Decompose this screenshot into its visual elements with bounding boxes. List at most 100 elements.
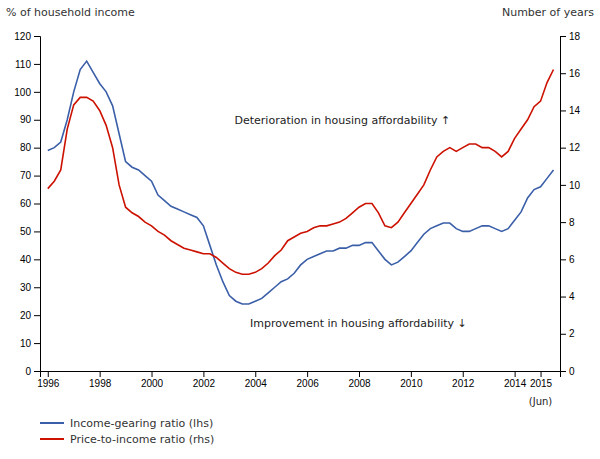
y-axis-tick-mark	[34, 120, 40, 121]
y2-axis-tick-mark	[560, 259, 566, 260]
chart: 1996199820002002200420062008201020122014…	[0, 0, 600, 459]
y-axis-tick: 70	[20, 170, 40, 181]
x-axis-tick: 2000	[141, 371, 164, 389]
x-axis-tick-mark	[255, 371, 256, 377]
y2-axis-tick-mark	[560, 371, 566, 372]
x-axis-tick: 2002	[193, 371, 216, 389]
legend-item: Income-gearing ratio (lhs)	[40, 417, 213, 430]
y2-axis-tick: 14	[560, 105, 581, 116]
x-axis-tick: 2008	[348, 371, 371, 389]
y2-axis-tick-mark	[560, 334, 566, 335]
y2-axis-line	[561, 37, 567, 372]
y2-axis-tick-mark	[560, 185, 566, 186]
y2-axis-tick-mark	[560, 36, 566, 37]
y-axis-tick-label: 90	[20, 114, 32, 125]
y2-axis-tick-label: 0	[569, 366, 575, 377]
x-axis-tick: 1996	[37, 371, 60, 389]
y-axis-tick-label: 40	[20, 254, 32, 265]
x-axis-tick-label: 2015	[530, 378, 553, 389]
x-axis-tick-mark	[203, 371, 204, 377]
y-axis-tick-mark	[34, 36, 40, 37]
y-axis-tick: 100	[14, 87, 40, 98]
y-axis-tick-mark	[34, 92, 40, 93]
y2-axis-tick-label: 6	[569, 254, 575, 265]
y2-axis-title: Number of years	[502, 6, 594, 19]
y-axis-tick: 40	[20, 254, 40, 265]
x-axis-line	[41, 372, 561, 378]
x-axis-tick-mark	[48, 371, 49, 377]
y-axis-tick-mark	[34, 176, 40, 177]
y2-axis-tick: 6	[560, 254, 575, 265]
y2-axis-tick-label: 10	[569, 180, 581, 191]
y-axis-tick-label: 60	[20, 198, 32, 209]
y2-axis-tick-mark	[560, 222, 566, 223]
series-line	[48, 70, 554, 275]
y2-axis-tick-label: 8	[569, 217, 575, 228]
y2-axis-tick: 16	[560, 68, 581, 79]
y-axis-tick: 120	[14, 31, 40, 42]
y2-axis-tick-label: 16	[569, 68, 581, 79]
y2-axis-tick-label: 18	[569, 31, 581, 42]
y-axis-tick-mark	[34, 64, 40, 65]
plot: 1996199820002002200420062008201020122014…	[14, 31, 580, 446]
x-axis-tick: 2014	[504, 371, 527, 389]
x-axis-tick: 2012	[452, 371, 475, 389]
y2-axis-tick-mark	[560, 297, 566, 298]
y2-axis-tick: 12	[560, 142, 581, 153]
y-axis-line	[34, 37, 41, 372]
y-axis-tick-mark	[34, 148, 40, 149]
x-axis-tick: 2006	[297, 371, 320, 389]
x-axis-tick-mark	[100, 371, 101, 377]
y2-axis-tick: 4	[560, 291, 575, 302]
y-axis-tick-label: 0	[25, 366, 31, 377]
annotation: Deterioration in housing affordability ↑	[235, 114, 451, 127]
y2-axis-tick: 0	[560, 366, 575, 377]
y-axis-tick-label: 80	[20, 142, 32, 153]
x-axis-tick-mark	[359, 371, 360, 377]
y-axis-tick-label: 110	[15, 59, 31, 70]
x-axis-tick-label: 2014	[504, 378, 527, 389]
y-axis-tick-mark	[34, 287, 40, 288]
y2-axis-tick: 18	[560, 31, 581, 42]
series-group	[48, 61, 554, 304]
legend-swatch	[40, 438, 64, 440]
y2-axis-tick-mark	[560, 148, 566, 149]
x-axis-tick-mark	[411, 371, 412, 377]
annotation: (Jun)	[529, 396, 553, 407]
y2-axis-tick: 8	[560, 217, 575, 228]
y-axis-tick: 30	[20, 282, 40, 293]
y-axis-tick-label: 120	[14, 31, 31, 42]
x-axis-tick-label: 2002	[193, 378, 216, 389]
y-axis-tick: 80	[20, 142, 40, 153]
y-axis-tick: 0	[25, 366, 40, 377]
y2-axis: 0 2 4 6 8 10 12 14 16 18	[560, 31, 581, 377]
legend-label: Price-to-income ratio (rhs)	[70, 433, 214, 446]
y-axis-tick: 50	[20, 226, 40, 237]
x-axis-tick-label: 2006	[297, 378, 320, 389]
y-axis-tick-mark	[34, 343, 40, 344]
series-line	[48, 61, 554, 304]
y-axis-tick-label: 100	[14, 87, 31, 98]
legend: Income-gearing ratio (lhs) Price-to-incom…	[40, 417, 214, 446]
y-axis-tick: 90	[20, 114, 40, 125]
y-axis-title: % of household income	[6, 6, 135, 19]
y2-axis-tick-label: 14	[569, 105, 581, 116]
y-axis-tick: 10	[20, 338, 40, 349]
y-axis-tick-label: 10	[20, 338, 32, 349]
y-axis-tick-mark	[34, 204, 40, 205]
y-axis-tick: 60	[20, 198, 40, 209]
legend-item: Price-to-income ratio (rhs)	[40, 433, 214, 446]
y-axis-tick-mark	[34, 259, 40, 260]
x-axis-tick-mark	[463, 371, 464, 377]
y2-axis-tick-label: 2	[569, 328, 575, 339]
y-axis-tick-label: 30	[20, 282, 32, 293]
x-axis-tick-mark	[307, 371, 308, 377]
y2-axis-tick: 2	[560, 328, 575, 339]
y-axis-tick-mark	[34, 231, 40, 232]
x-axis-tick-mark	[515, 371, 516, 377]
x-axis-tick-label: 2000	[141, 378, 164, 389]
x-axis-tick-label: 2004	[245, 378, 268, 389]
y2-axis-tick-label: 12	[569, 142, 581, 153]
y-axis-tick: 110	[15, 59, 40, 70]
x-axis-tick-label: 2010	[400, 378, 423, 389]
